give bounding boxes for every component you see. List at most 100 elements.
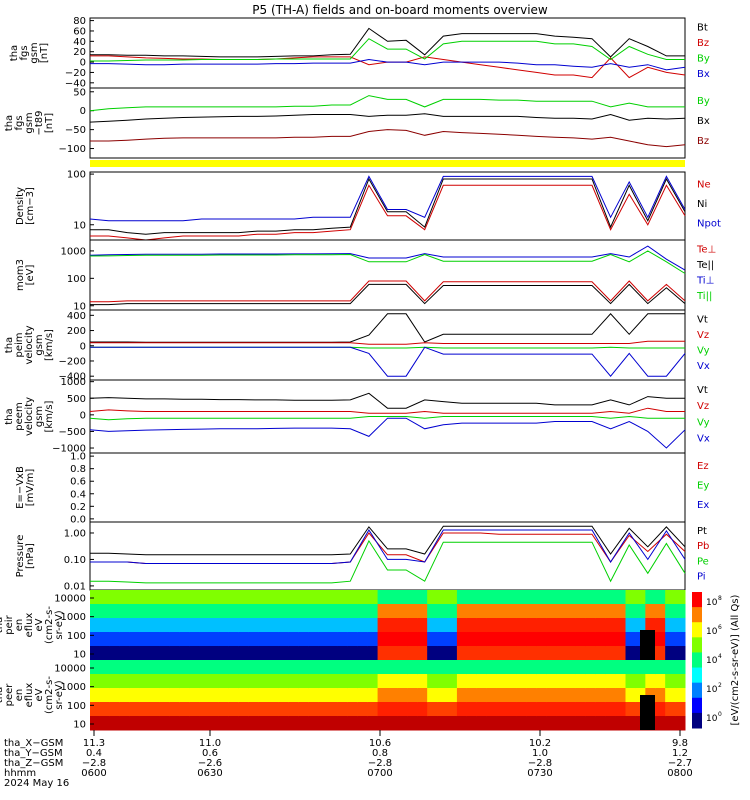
- spectrogram-cell: [377, 618, 388, 633]
- spectrogram-cell: [536, 674, 547, 689]
- spectrogram-cell: [278, 632, 289, 647]
- spectrogram-cell: [516, 688, 527, 703]
- y-tick-label: 0.10: [64, 555, 86, 566]
- spectrogram-cell: [397, 702, 408, 717]
- spectrogram-cell: [675, 632, 686, 647]
- spectrogram-cell: [556, 674, 567, 689]
- spectrogram-cell: [516, 590, 527, 605]
- spectrogram-cell: [159, 646, 170, 661]
- spectrogram-cell: [218, 632, 230, 647]
- spectrogram-cell: [298, 618, 309, 633]
- spectrogram-cell: [298, 604, 309, 619]
- spectrogram-cell: [675, 646, 686, 661]
- spectrogram-cell: [288, 660, 299, 675]
- spectrogram-cell: [288, 674, 299, 689]
- spectrogram-cell: [665, 688, 676, 703]
- spectrogram-cell: [328, 604, 339, 619]
- spectrogram-cell: [635, 674, 646, 689]
- spectrogram-cell: [189, 674, 200, 689]
- spectrogram-cell: [199, 674, 210, 689]
- spectrogram-cell: [238, 660, 250, 675]
- colorbar-cell: [692, 592, 702, 608]
- colorbar-tick-exponent: 0: [718, 711, 722, 718]
- y-tick-label: −500: [59, 427, 86, 438]
- spectrogram-cell: [625, 590, 636, 605]
- spectrogram-cell: [109, 646, 121, 661]
- spectrogram-cell: [278, 646, 289, 661]
- spectrogram-cell: [367, 604, 379, 619]
- spectrogram-cell: [645, 590, 656, 605]
- spectrogram-cell: [109, 702, 121, 717]
- spectrogram-cell: [526, 632, 537, 647]
- spectrogram-cell: [328, 716, 339, 731]
- spectrogram-cell: [456, 590, 468, 605]
- spectrogram-cell: [159, 660, 170, 675]
- series-Vy: [89, 415, 685, 421]
- spectrogram-cell: [605, 590, 617, 605]
- y-tick-label: 40: [73, 37, 86, 48]
- spectrogram-cell: [447, 604, 458, 619]
- spectrogram-cell: [427, 632, 438, 647]
- colorbar-cell: [692, 652, 702, 669]
- spectrogram-cell: [645, 618, 656, 633]
- spectrogram-cell: [526, 716, 537, 731]
- spectrogram-cell: [129, 688, 141, 703]
- spectrogram-cell: [575, 618, 587, 633]
- spectrogram-cell: [526, 702, 537, 717]
- spectrogram-cell: [387, 716, 398, 731]
- y-axis-label: eV: [34, 688, 45, 701]
- spectrogram-cell: [407, 702, 418, 717]
- spectrogram-cell: [119, 716, 131, 731]
- spectrogram-cell: [228, 716, 240, 731]
- spectrogram-cell: [546, 632, 557, 647]
- spectrogram-cell: [496, 674, 507, 689]
- spectrogram-cell: [337, 646, 349, 661]
- spectrogram-cell: [536, 590, 547, 605]
- spectrogram-cell: [536, 604, 547, 619]
- spectrogram-cell: [496, 688, 507, 703]
- spectrogram-cell: [238, 688, 250, 703]
- legend-Pe: Pe: [697, 556, 709, 567]
- spectrogram-cell: [308, 618, 319, 633]
- y-tick-label: 100: [67, 274, 86, 285]
- y-tick-label: 0.01: [64, 581, 86, 592]
- y-tick-label: 0.8: [70, 464, 86, 475]
- spectrogram-cell: [169, 590, 180, 605]
- date-label: 2024 May 16: [4, 778, 69, 789]
- spectrogram-cell: [119, 618, 131, 633]
- spectrogram-cell: [407, 590, 418, 605]
- y-axis-label: Density: [15, 187, 26, 225]
- legend-Vz: Vz: [697, 401, 709, 412]
- spectrogram-cell: [546, 660, 557, 675]
- spectrogram-cell: [546, 590, 557, 605]
- spectrogram-cell: [427, 674, 438, 689]
- spectrogram-cell: [387, 660, 398, 675]
- y-tick-label: 10000: [54, 594, 86, 605]
- spectrogram-cell: [397, 674, 408, 689]
- spectrogram-cell: [675, 716, 686, 731]
- spectrogram-cell: [566, 590, 577, 605]
- y-axis-label: fgs: [19, 45, 30, 60]
- spectrogram-cell: [407, 604, 418, 619]
- spectrogram-cell: [625, 716, 636, 731]
- spectrogram-cell: [437, 674, 448, 689]
- spectrogram-cell: [437, 688, 448, 703]
- spectrogram-cell: [228, 660, 240, 675]
- y-tick-label: 0.6: [70, 477, 86, 488]
- series-Bz: [90, 129, 686, 148]
- spectrogram-cell: [625, 646, 636, 661]
- spectrogram-cell: [516, 716, 527, 731]
- spectrogram-cell: [308, 688, 319, 703]
- spectrogram-cell: [337, 660, 349, 675]
- spectrogram-cell: [228, 604, 240, 619]
- spectrogram-cell: [466, 702, 478, 717]
- spectrogram-cell: [367, 590, 379, 605]
- series-Bx: [90, 58, 686, 71]
- y-tick-label: 10: [73, 720, 86, 731]
- spectrogram-cell: [209, 632, 220, 647]
- spectrogram-cell: [575, 660, 587, 675]
- spectrogram-cell: [476, 604, 488, 619]
- series-Bx: [89, 113, 686, 123]
- y-axis-label: en: [14, 619, 25, 632]
- y-axis-label: [nT]: [39, 43, 50, 63]
